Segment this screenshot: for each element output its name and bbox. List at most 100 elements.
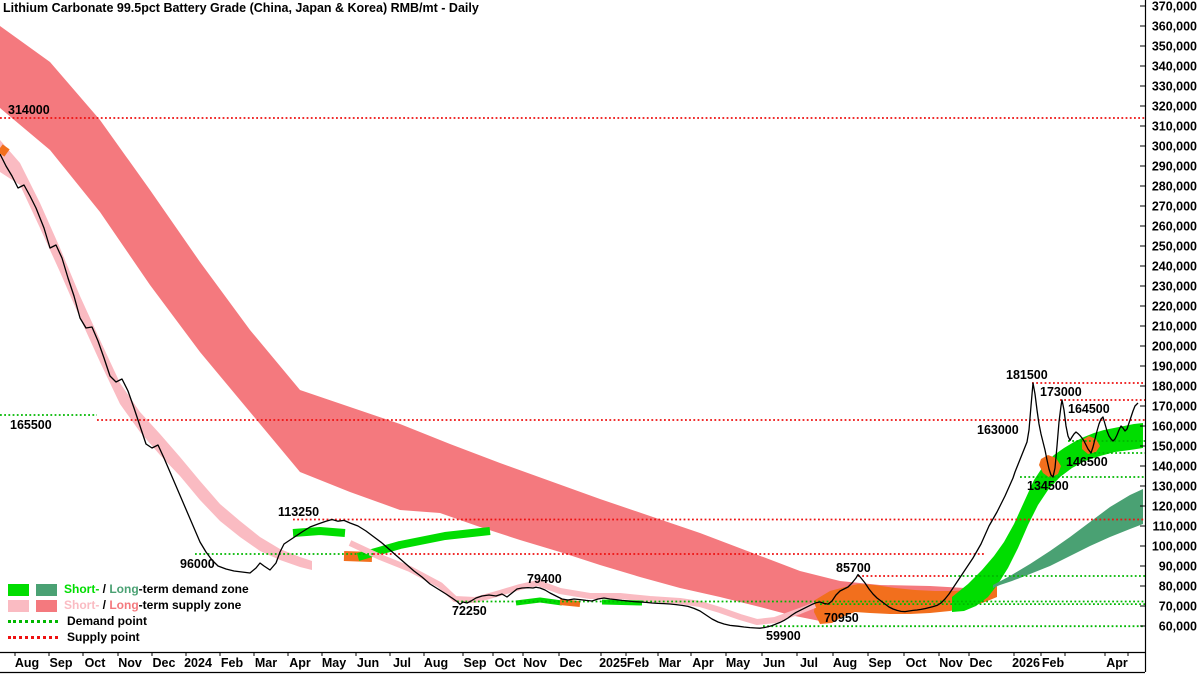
x-axis-label: Dec: [560, 656, 583, 670]
y-axis-label: 330,000: [1152, 80, 1197, 94]
short-term-demand-band-right: [952, 423, 1143, 612]
x-axis-label: 2025: [599, 656, 627, 670]
long-term-supply-band: [0, 26, 965, 621]
legend-supply-zone-label: Short- / Long-term supply zone: [64, 598, 242, 612]
level-label-70950: 70950: [824, 611, 859, 625]
x-axis-label: Oct: [906, 656, 928, 670]
x-axis-label: May: [322, 656, 346, 670]
level-label-85700: 85700: [836, 561, 871, 575]
level-label-163000: 163000: [977, 423, 1019, 437]
level-label-134500: 134500: [1027, 479, 1069, 493]
y-axis-label: 250,000: [1152, 240, 1197, 254]
x-axis-label: Mar: [659, 656, 681, 670]
level-label-146500: 146500: [1066, 455, 1108, 469]
y-axis-label: 310,000: [1152, 120, 1197, 134]
long-term-demand-band: [993, 489, 1143, 588]
y-axis-label: 290,000: [1152, 160, 1197, 174]
x-axis-label: Nov: [118, 656, 142, 670]
x-axis-label: 2024: [184, 656, 212, 670]
level-label-59900: 59900: [766, 629, 801, 643]
long-term-demand-swatch: [36, 583, 57, 596]
level-label-181500: 181500: [1006, 368, 1048, 382]
x-axis-label: Apr: [1106, 656, 1128, 670]
y-axis-label: 220,000: [1152, 300, 1197, 314]
x-axis-label: Feb: [1042, 656, 1065, 670]
x-axis-label: Aug: [424, 656, 448, 670]
x-axis-label: Nov: [523, 656, 547, 670]
x-axis-label: Jul: [393, 656, 411, 670]
x-axis-label: Mar: [255, 656, 277, 670]
x-axis-label: Jul: [800, 656, 818, 670]
legend-demand-point-label: Demand point: [67, 614, 147, 628]
y-axis-label: 340,000: [1152, 60, 1197, 74]
level-label-314000: 314000: [8, 103, 50, 117]
legend-demand-zone-label: Short- / Long-term demand zone: [64, 582, 249, 596]
legend-row-demand-point: Demand point: [8, 614, 249, 629]
long-term-supply-swatch: [36, 599, 57, 612]
x-axis-label: Nov: [939, 656, 963, 670]
y-axis-label: 60,000: [1159, 620, 1197, 634]
x-axis-label: Dec: [970, 656, 993, 670]
y-axis-label: 260,000: [1152, 220, 1197, 234]
x-axis-label: Oct: [85, 656, 107, 670]
swing-label-79400: 79400: [527, 572, 562, 586]
legend-row-supply-point: Supply point: [8, 630, 249, 645]
level-label-96000: 96000: [180, 557, 215, 571]
y-axis-label: 370,000: [1152, 0, 1197, 14]
y-axis-label: 90,000: [1159, 560, 1197, 574]
x-axis-label: Apr: [289, 656, 311, 670]
y-axis-label: 150,000: [1152, 440, 1197, 454]
y-axis-label: 130,000: [1152, 480, 1197, 494]
y-axis-label: 360,000: [1152, 20, 1197, 34]
y-axis-label: 320,000: [1152, 100, 1197, 114]
x-axis-label: Jun: [357, 656, 379, 670]
y-axis-label: 140,000: [1152, 460, 1197, 474]
x-axis-label: Jun: [763, 656, 785, 670]
x-axis-label: 2026: [1012, 656, 1040, 670]
y-axis-label: 160,000: [1152, 420, 1197, 434]
y-axis-label: 70,000: [1159, 600, 1197, 614]
y-axis-label: 280,000: [1152, 180, 1197, 194]
short-demand-rising: [356, 527, 491, 561]
x-axis-label: Dec: [153, 656, 176, 670]
short-term-demand-swatch: [8, 583, 29, 596]
x-axis-label: Sep: [869, 656, 892, 670]
y-axis-label: 300,000: [1152, 140, 1197, 154]
short-term-supply-swatch: [8, 599, 29, 612]
legend-supply-point-label: Supply point: [67, 630, 140, 644]
y-axis-label: 350,000: [1152, 40, 1197, 54]
level-label-113250: 113250: [278, 505, 319, 519]
y-axis-label: 190,000: [1152, 360, 1197, 374]
x-axis-label: Sep: [464, 656, 487, 670]
x-axis-label: Feb: [627, 656, 650, 670]
level-label-173000: 173000: [1040, 385, 1082, 399]
x-axis-label: Sep: [50, 656, 73, 670]
legend: Short- / Long-term demand zone Short- / …: [8, 582, 249, 646]
x-axis-label: Aug: [15, 656, 39, 670]
y-axis-label: 270,000: [1152, 200, 1197, 214]
x-axis-label: Oct: [495, 656, 517, 670]
y-axis-label: 180,000: [1152, 380, 1197, 394]
y-axis-label: 80,000: [1159, 580, 1197, 594]
level-label-165500: 165500: [10, 418, 52, 432]
level-label-72250: 72250: [452, 604, 487, 618]
demand-point-line-sample: [8, 620, 58, 623]
y-axis-label: 230,000: [1152, 280, 1197, 294]
y-axis-label: 170,000: [1152, 400, 1197, 414]
overlap-tip-start: [0, 144, 10, 157]
chart-title: Lithium Carbonate 99.5pct Battery Grade …: [3, 1, 479, 15]
x-axis-label: Feb: [221, 656, 244, 670]
price-line: [0, 153, 1139, 629]
x-axis-label: Aug: [833, 656, 857, 670]
y-axis-label: 240,000: [1152, 260, 1197, 274]
short-supply-decline: [348, 540, 817, 625]
y-axis-label: 120,000: [1152, 500, 1197, 514]
x-axis-label: May: [726, 656, 750, 670]
y-axis-label: 210,000: [1152, 320, 1197, 334]
swing-label-164500: 164500: [1068, 402, 1110, 416]
y-axis-label: 200,000: [1152, 340, 1197, 354]
y-axis-label: 100,000: [1152, 540, 1197, 554]
legend-row-demand-zone: Short- / Long-term demand zone: [8, 582, 249, 597]
